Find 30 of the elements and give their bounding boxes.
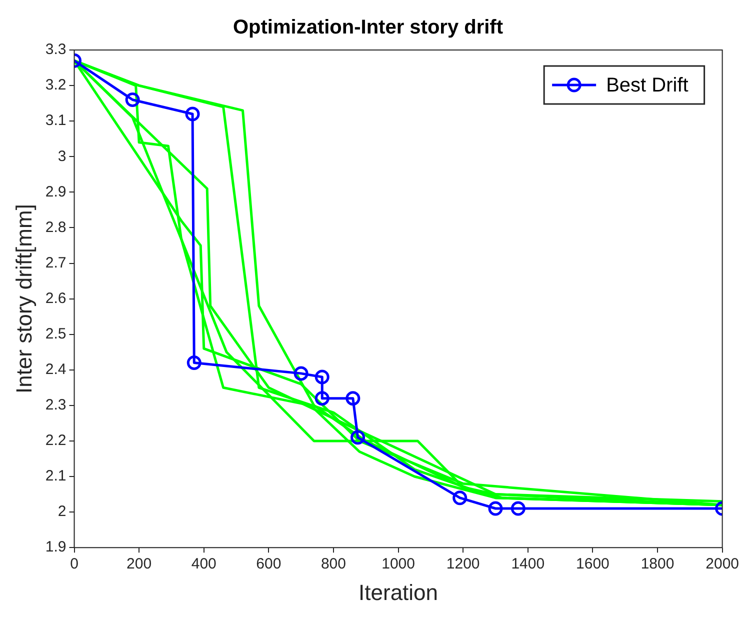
x-tick-label: 200 <box>126 556 152 573</box>
y-tick-label: 3.1 <box>45 112 66 130</box>
y-tick-label: 2.4 <box>45 361 66 378</box>
y-tick-label: 3.3 <box>45 41 66 58</box>
x-tick-label: 600 <box>256 556 282 573</box>
y-axis-title: Inter story drift[mm] <box>11 204 36 394</box>
x-tick-label: 1600 <box>576 556 610 573</box>
x-tick-label: 800 <box>320 556 346 573</box>
y-tick-label: 2.9 <box>45 183 66 200</box>
x-tick-label: 1800 <box>640 556 674 573</box>
x-tick-label: 400 <box>191 556 216 573</box>
y-tick-label: 2.1 <box>45 468 66 485</box>
x-tick-label: 1200 <box>446 556 480 573</box>
y-tick-label: 2.8 <box>45 218 66 236</box>
x-tick-label: 1000 <box>382 556 415 573</box>
x-tick-label: 1400 <box>511 556 545 573</box>
y-tick-label: 2.2 <box>45 432 66 450</box>
y-tick-label: 2.7 <box>45 254 66 272</box>
x-tick-label: 2000 <box>706 556 740 573</box>
y-tick-label: 3.2 <box>45 76 66 94</box>
y-tick-label: 2.3 <box>45 396 66 414</box>
chart-title: Optimization-Inter story drift <box>233 16 504 39</box>
y-tick-label: 2.6 <box>45 290 66 307</box>
y-tick-label: 1.9 <box>45 538 66 556</box>
x-tick-label: 0 <box>70 556 78 573</box>
y-tick-label: 3 <box>58 148 66 165</box>
x-axis-title: Iteration <box>358 580 438 605</box>
legend-label: Best Drift <box>606 74 689 97</box>
y-tick-label: 2.5 <box>45 325 66 342</box>
y-tick-label: 2 <box>58 503 66 520</box>
